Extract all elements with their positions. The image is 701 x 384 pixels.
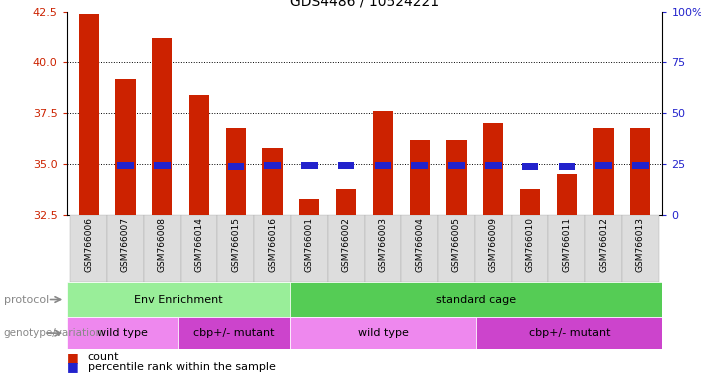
Bar <box>154 162 170 169</box>
Text: cbp+/- mutant: cbp+/- mutant <box>529 328 610 338</box>
Text: GSM766002: GSM766002 <box>341 217 350 272</box>
Bar <box>144 215 181 282</box>
Bar <box>512 215 548 282</box>
Title: GDS4486 / 10524221: GDS4486 / 10524221 <box>290 0 439 9</box>
Text: GSM766008: GSM766008 <box>158 217 167 272</box>
Bar <box>301 162 318 169</box>
Bar <box>520 189 540 215</box>
Text: GSM766015: GSM766015 <box>231 217 240 272</box>
Bar <box>475 215 512 282</box>
Bar <box>70 215 107 282</box>
Bar <box>411 162 428 169</box>
Text: GSM766010: GSM766010 <box>526 217 535 272</box>
Bar <box>336 189 356 215</box>
Bar <box>291 215 328 282</box>
Text: GSM766007: GSM766007 <box>121 217 130 272</box>
Bar <box>557 174 577 215</box>
Text: count: count <box>88 352 119 362</box>
Text: GSM766001: GSM766001 <box>305 217 314 272</box>
Text: wild type: wild type <box>358 328 409 338</box>
Text: GSM766014: GSM766014 <box>194 217 203 272</box>
Bar <box>254 215 291 282</box>
Text: GSM766004: GSM766004 <box>415 217 424 272</box>
Bar <box>630 127 651 215</box>
Text: GSM766013: GSM766013 <box>636 217 645 272</box>
Bar <box>79 13 99 215</box>
Bar <box>483 123 503 215</box>
Bar <box>548 215 585 282</box>
Text: protocol: protocol <box>4 295 49 305</box>
Bar <box>409 140 430 215</box>
Bar <box>595 162 612 169</box>
Bar <box>107 215 144 282</box>
Bar <box>116 79 135 215</box>
Bar <box>338 162 355 169</box>
Text: GSM766003: GSM766003 <box>379 217 388 272</box>
Bar <box>401 215 438 282</box>
Text: genotype/variation: genotype/variation <box>4 328 102 338</box>
Bar <box>228 163 244 170</box>
Bar <box>485 162 501 169</box>
Bar <box>328 215 365 282</box>
Bar <box>594 127 613 215</box>
Bar <box>290 317 476 349</box>
Bar <box>522 163 538 170</box>
Text: GSM766005: GSM766005 <box>452 217 461 272</box>
Bar <box>622 215 659 282</box>
Text: GSM766011: GSM766011 <box>562 217 571 272</box>
Bar <box>299 199 320 215</box>
Text: wild type: wild type <box>97 328 148 338</box>
Bar <box>264 162 281 169</box>
Bar <box>559 163 575 170</box>
Bar <box>217 215 254 282</box>
Text: standard cage: standard cage <box>436 295 517 305</box>
Text: GSM766012: GSM766012 <box>599 217 608 272</box>
Bar <box>67 282 290 317</box>
Text: ■: ■ <box>67 351 79 364</box>
Bar <box>476 317 662 349</box>
Bar <box>226 127 246 215</box>
Bar <box>152 38 172 215</box>
Bar <box>365 215 401 282</box>
Text: GSM766016: GSM766016 <box>268 217 277 272</box>
Bar <box>290 282 662 317</box>
Text: GSM766006: GSM766006 <box>84 217 93 272</box>
Bar <box>262 148 283 215</box>
Bar <box>448 162 465 169</box>
Text: percentile rank within the sample: percentile rank within the sample <box>88 362 275 372</box>
Bar <box>447 140 467 215</box>
Text: ■: ■ <box>67 360 79 373</box>
Bar <box>117 162 134 169</box>
Text: cbp+/- mutant: cbp+/- mutant <box>193 328 275 338</box>
Bar <box>373 111 393 215</box>
Bar <box>374 162 391 169</box>
Bar <box>632 162 648 169</box>
Bar <box>67 317 178 349</box>
Bar <box>438 215 475 282</box>
Text: GSM766009: GSM766009 <box>489 217 498 272</box>
Text: Env Enrichment: Env Enrichment <box>134 295 223 305</box>
Bar <box>181 215 217 282</box>
Bar <box>189 95 209 215</box>
Bar <box>585 215 622 282</box>
Bar <box>178 317 290 349</box>
